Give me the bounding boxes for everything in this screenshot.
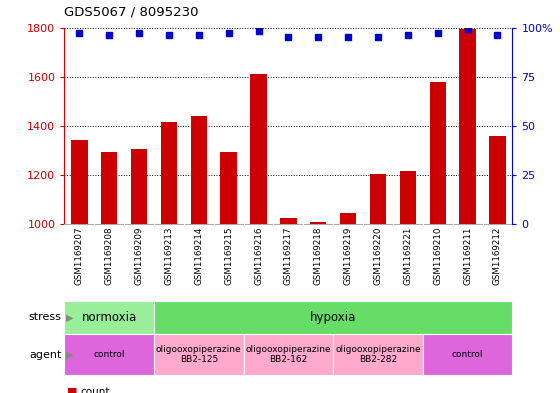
Text: stress: stress [29, 312, 62, 322]
Bar [423, 334, 512, 375]
Text: GSM1169217: GSM1169217 [284, 226, 293, 285]
Text: ■: ■ [67, 387, 78, 393]
Text: GSM1169212: GSM1169212 [493, 226, 502, 285]
Text: control: control [94, 350, 125, 359]
Text: normoxia: normoxia [82, 311, 137, 324]
Bar [400, 171, 416, 224]
Text: GSM1169209: GSM1169209 [134, 226, 143, 285]
Text: GDS5067 / 8095230: GDS5067 / 8095230 [64, 6, 199, 19]
Text: oligooxopiperazine
BB2-162: oligooxopiperazine BB2-162 [246, 345, 331, 364]
Text: GSM1169221: GSM1169221 [403, 226, 412, 285]
Bar [101, 152, 118, 224]
Bar [370, 174, 386, 224]
Bar [244, 334, 333, 375]
Text: oligooxopiperazine
BB2-282: oligooxopiperazine BB2-282 [335, 345, 421, 364]
Bar [340, 213, 356, 224]
Bar [221, 152, 237, 224]
Text: agent: agent [29, 350, 62, 360]
Text: GSM1169213: GSM1169213 [165, 226, 174, 285]
Text: count: count [80, 387, 110, 393]
Bar [131, 149, 147, 224]
Text: GSM1169207: GSM1169207 [75, 226, 84, 285]
Text: oligooxopiperazine
BB2-125: oligooxopiperazine BB2-125 [156, 345, 241, 364]
Bar [333, 334, 423, 375]
Bar [154, 301, 512, 334]
Bar [64, 301, 154, 334]
Text: GSM1169219: GSM1169219 [344, 226, 353, 285]
Text: ▶: ▶ [66, 350, 73, 360]
Bar [161, 122, 177, 224]
Bar [250, 74, 267, 224]
Bar [190, 116, 207, 224]
Bar [64, 334, 154, 375]
Bar [430, 82, 446, 224]
Bar [459, 29, 476, 224]
Text: ▶: ▶ [66, 312, 73, 322]
Text: hypoxia: hypoxia [310, 311, 356, 324]
Text: GSM1169215: GSM1169215 [224, 226, 233, 285]
Text: GSM1169214: GSM1169214 [194, 226, 203, 285]
Text: GSM1169210: GSM1169210 [433, 226, 442, 285]
Text: GSM1169208: GSM1169208 [105, 226, 114, 285]
Bar [71, 141, 87, 224]
Text: GSM1169218: GSM1169218 [314, 226, 323, 285]
Bar [489, 136, 506, 224]
Text: GSM1169211: GSM1169211 [463, 226, 472, 285]
Bar [154, 334, 244, 375]
Bar [310, 222, 326, 224]
Text: GSM1169216: GSM1169216 [254, 226, 263, 285]
Text: control: control [452, 350, 483, 359]
Bar [280, 218, 297, 224]
Text: GSM1169220: GSM1169220 [374, 226, 382, 285]
